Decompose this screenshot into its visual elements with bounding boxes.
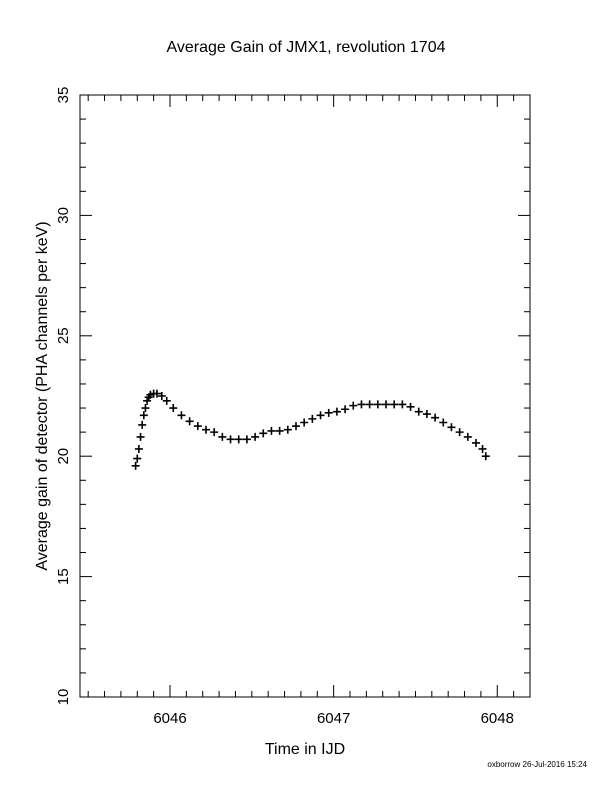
data-point bbox=[455, 428, 464, 437]
data-point bbox=[316, 411, 325, 420]
data-point bbox=[365, 400, 374, 409]
data-point bbox=[242, 435, 251, 444]
data-point bbox=[218, 432, 227, 441]
data-point bbox=[134, 444, 143, 453]
footer-credit: oxborrow 26-Jul-2016 15:24 bbox=[487, 760, 587, 769]
data-point bbox=[300, 418, 309, 427]
data-point bbox=[275, 426, 284, 435]
data-point bbox=[414, 407, 423, 416]
data-point bbox=[478, 444, 487, 453]
data-point bbox=[341, 405, 350, 414]
data-point bbox=[226, 435, 235, 444]
x-axis-tick-labels: 6046 6047 6048 bbox=[153, 710, 514, 727]
data-point bbox=[141, 404, 150, 413]
data-point bbox=[431, 413, 440, 422]
x-tick-label: 6046 bbox=[153, 710, 186, 727]
data-point bbox=[422, 410, 431, 419]
data-points bbox=[131, 389, 490, 470]
data-point bbox=[251, 432, 260, 441]
data-point bbox=[138, 420, 147, 429]
y-tick-label: 35 bbox=[55, 87, 72, 104]
data-point bbox=[152, 389, 161, 398]
data-point bbox=[162, 396, 171, 405]
data-point bbox=[308, 414, 317, 423]
data-point bbox=[390, 400, 399, 409]
x-tick-label: 6048 bbox=[481, 710, 514, 727]
data-point bbox=[463, 432, 472, 441]
y-tick-label: 30 bbox=[55, 207, 72, 224]
data-point bbox=[373, 400, 382, 409]
data-point bbox=[139, 411, 148, 420]
data-point bbox=[406, 402, 415, 411]
x-axis-label: Time in IJD bbox=[265, 741, 345, 758]
data-point bbox=[382, 400, 390, 409]
y-tick-label: 15 bbox=[55, 568, 72, 585]
y-axis-ticks bbox=[80, 94, 530, 698]
chart-title: Average Gain of JMX1, revolution 1704 bbox=[167, 39, 446, 56]
data-point bbox=[481, 452, 490, 461]
data-point bbox=[177, 411, 186, 420]
data-point bbox=[357, 400, 366, 409]
data-point bbox=[439, 418, 448, 427]
data-point bbox=[332, 407, 341, 416]
data-point bbox=[283, 425, 292, 434]
data-point bbox=[398, 400, 407, 409]
data-point bbox=[349, 401, 358, 410]
data-point bbox=[472, 438, 480, 447]
data-point bbox=[193, 422, 202, 431]
data-point bbox=[169, 404, 178, 413]
data-point bbox=[133, 454, 142, 463]
y-tick-label: 25 bbox=[55, 327, 72, 344]
x-axis-ticks bbox=[87, 95, 515, 697]
data-point bbox=[157, 392, 166, 400]
data-point bbox=[234, 435, 243, 444]
plot-frame bbox=[79, 94, 531, 698]
data-point bbox=[202, 425, 210, 434]
data-point bbox=[185, 417, 194, 426]
data-point bbox=[292, 422, 300, 431]
data-point bbox=[267, 426, 276, 435]
x-tick-label: 6047 bbox=[317, 710, 350, 727]
y-tick-label: 20 bbox=[55, 448, 72, 465]
data-point bbox=[136, 432, 145, 441]
data-point bbox=[259, 429, 268, 438]
data-point bbox=[210, 428, 219, 437]
y-tick-label: 10 bbox=[55, 689, 72, 706]
data-point bbox=[131, 461, 140, 470]
data-point bbox=[447, 423, 456, 432]
data-point bbox=[143, 396, 152, 405]
data-point bbox=[324, 408, 333, 417]
y-axis-label: Average gain of detector (PHA channels p… bbox=[34, 221, 51, 570]
y-axis-tick-labels: 10 15 20 25 30 35 bbox=[55, 87, 72, 706]
